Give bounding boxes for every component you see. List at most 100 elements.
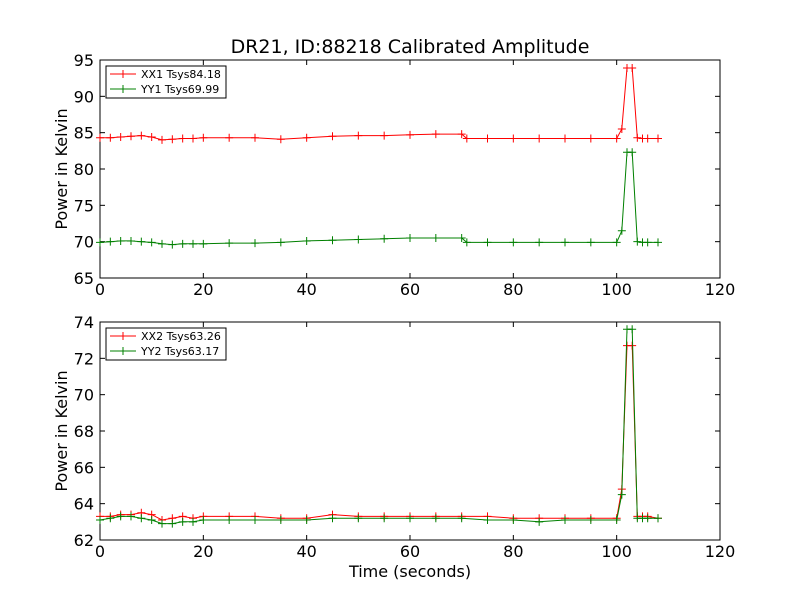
data-point <box>168 135 177 144</box>
data-point <box>225 239 234 248</box>
legend-swatch-marker <box>119 70 127 78</box>
data-point <box>96 133 104 142</box>
data-point <box>147 516 156 525</box>
data-point <box>147 238 156 247</box>
y-tick-label: 72 <box>74 349 94 368</box>
data-point <box>654 238 662 247</box>
y-tick-label: 85 <box>74 124 94 143</box>
data-point <box>354 235 363 244</box>
data-point <box>116 512 125 521</box>
data-point <box>276 516 285 525</box>
x-tick-label: 0 <box>95 280 105 299</box>
data-point <box>328 514 337 523</box>
x-tick-label: 20 <box>193 542 213 561</box>
series-line-yy2 <box>99 328 658 525</box>
x-tick-label: 40 <box>296 280 316 299</box>
data-point <box>561 516 569 525</box>
data-point <box>457 514 466 523</box>
data-point <box>106 514 115 523</box>
data-point <box>535 517 544 526</box>
data-point <box>328 132 337 141</box>
legend-swatch-marker <box>119 85 127 93</box>
chart-title: DR21, ID:88218 Calibrated Amplitude <box>231 36 590 58</box>
y-tick-label: 65 <box>74 269 94 288</box>
y-tick-label: 90 <box>74 87 94 106</box>
bottom-y-axis-label: Power in Kelvin <box>52 370 71 491</box>
data-point <box>586 134 595 143</box>
data-point <box>483 516 492 525</box>
legend-label: YY2 Tsys63.17 <box>140 345 219 358</box>
y-tick-label: 68 <box>74 422 94 441</box>
x-axis-label: Time (seconds) <box>348 562 471 581</box>
data-point <box>617 125 626 134</box>
legend-swatch-marker <box>119 347 127 355</box>
data-point <box>96 238 104 247</box>
data-point <box>147 133 156 142</box>
data-point <box>137 237 146 246</box>
x-tick-label: 100 <box>601 280 632 299</box>
data-point <box>509 516 518 525</box>
data-point <box>535 238 544 247</box>
data-point <box>628 325 637 334</box>
x-tick-label: 20 <box>193 280 213 299</box>
data-point <box>225 516 234 525</box>
y-tick-label: 64 <box>74 495 94 514</box>
data-point <box>406 514 414 523</box>
top-y-axis-label: Power in Kelvin <box>52 108 71 229</box>
x-tick-label: 40 <box>296 542 316 561</box>
data-point <box>178 134 187 143</box>
data-point <box>457 234 466 243</box>
data-point <box>654 134 662 143</box>
legend-label: XX2 Tsys63.26 <box>141 330 221 343</box>
data-point <box>199 516 208 525</box>
data-point <box>158 239 166 248</box>
data-point <box>380 234 389 243</box>
bottom-panel: Power in Kelvin Time (seconds) 0 20 40 60 80… <box>52 313 735 581</box>
data-point <box>199 133 208 142</box>
data-point <box>178 239 187 248</box>
data-point <box>137 514 146 523</box>
data-point <box>431 234 440 243</box>
data-point <box>457 130 466 139</box>
data-point <box>137 131 146 140</box>
legend-label: YY1 Tsys69.99 <box>140 83 219 96</box>
data-point <box>633 237 642 246</box>
legend-label: XX1 Tsys84.18 <box>141 68 221 81</box>
data-point <box>509 238 518 247</box>
data-point <box>276 135 285 144</box>
data-point <box>628 148 637 157</box>
data-point <box>251 133 259 142</box>
legend-box <box>105 65 227 99</box>
data-point <box>251 516 259 525</box>
data-point <box>302 236 311 245</box>
data-point <box>127 132 135 141</box>
data-point <box>633 133 642 142</box>
data-point <box>643 134 652 143</box>
data-point <box>431 514 440 523</box>
data-point <box>354 514 363 523</box>
data-point <box>276 238 285 247</box>
data-point <box>617 226 626 235</box>
data-point <box>225 133 234 142</box>
data-point <box>617 490 626 499</box>
data-point <box>116 133 125 142</box>
data-point <box>483 238 492 247</box>
data-point <box>106 237 115 246</box>
data-point <box>96 516 104 525</box>
data-point <box>189 134 197 143</box>
data-point <box>586 238 595 247</box>
y-tick-label: 70 <box>74 386 94 405</box>
x-tick-label: 60 <box>400 280 420 299</box>
top-panel: Power in Kelvin 0 20 40 60 80 100 120 65 70 75 80 8… <box>52 51 735 299</box>
x-tick-label: 120 <box>705 542 736 561</box>
data-point <box>462 238 471 247</box>
data-point <box>380 131 389 140</box>
x-tick-label: 80 <box>503 280 523 299</box>
data-point <box>380 514 389 523</box>
data-point <box>178 517 187 526</box>
data-point <box>189 239 197 248</box>
data-point <box>406 130 414 139</box>
data-point <box>612 516 621 525</box>
x-tick-label: 120 <box>705 280 736 299</box>
